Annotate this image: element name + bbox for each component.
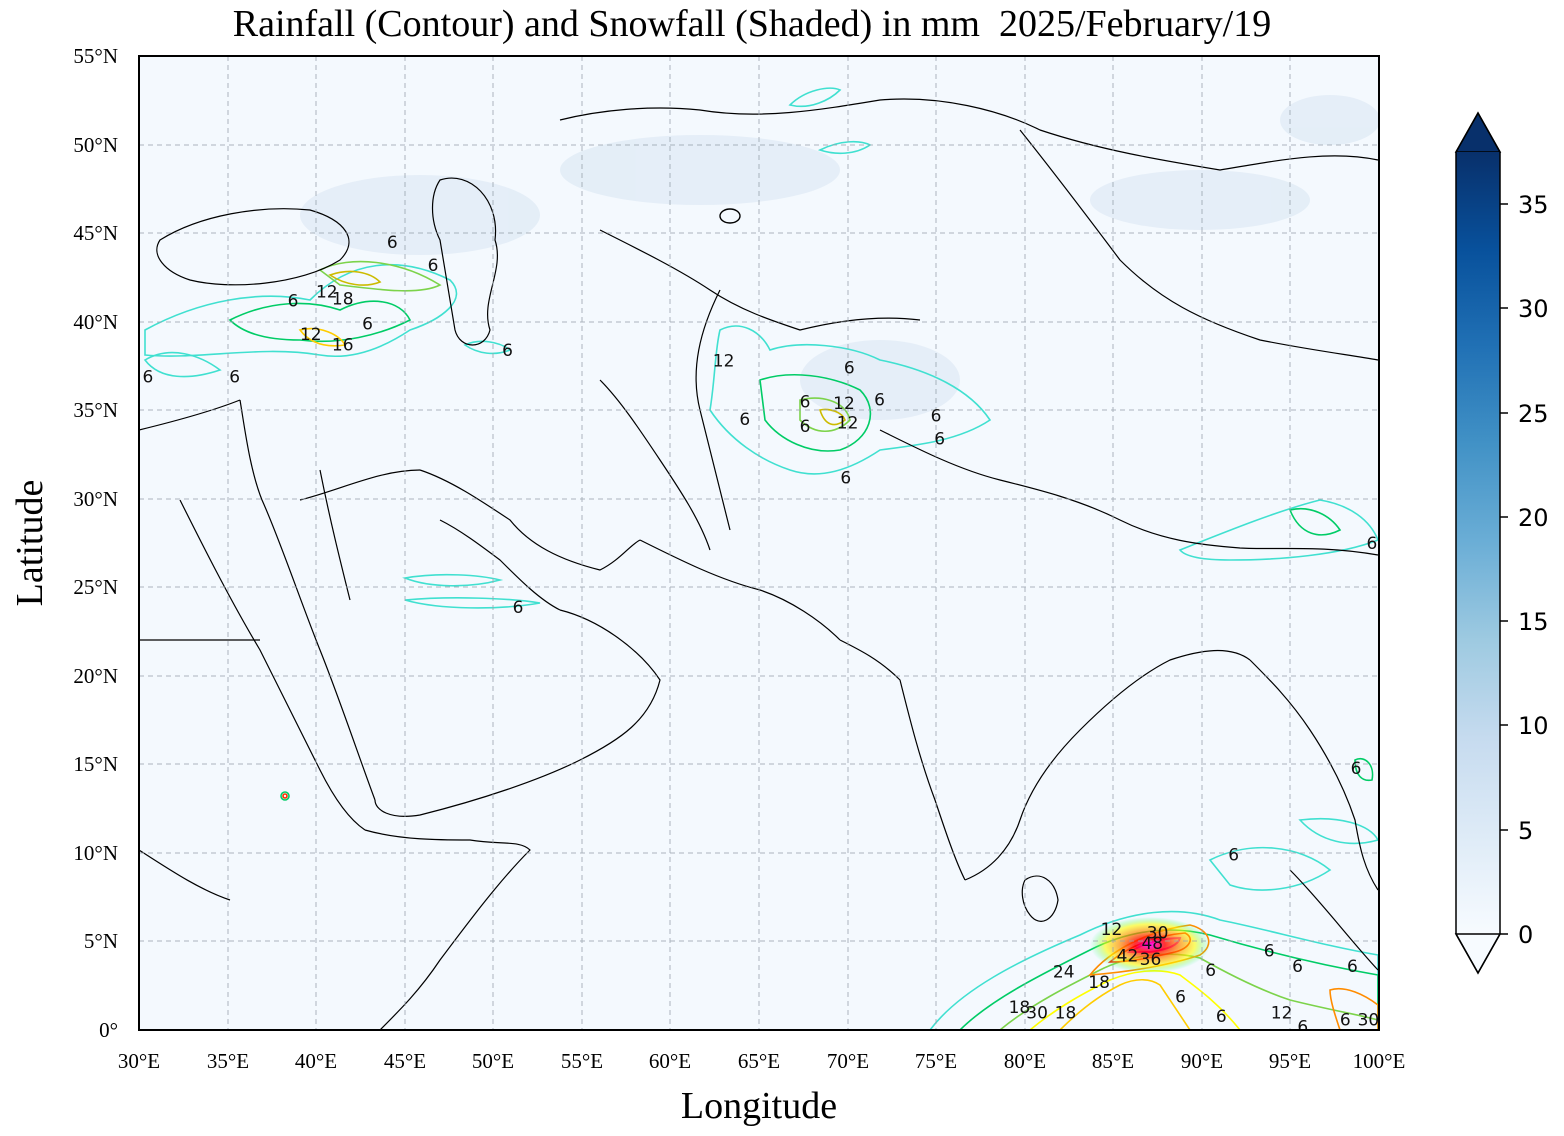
- x-tick-label: 100°E: [1353, 1049, 1406, 1073]
- contour-label: 6: [142, 368, 153, 388]
- contour-label: 12: [833, 394, 855, 414]
- contour-label: 16: [332, 336, 354, 356]
- contour-label: 6: [1205, 961, 1216, 981]
- contour-label: 6: [1366, 534, 1377, 554]
- contour-label: 6: [844, 359, 855, 379]
- x-tick-label: 65°E: [738, 1049, 780, 1073]
- y-tick-label: 5°N: [84, 929, 118, 953]
- contour-label: 6: [874, 391, 885, 411]
- x-tick-label: 45°E: [384, 1049, 426, 1073]
- contour-label: 42: [1117, 947, 1139, 967]
- colorbar-tick-label: 20: [1518, 504, 1549, 532]
- x-tick-label: 35°E: [207, 1049, 249, 1073]
- contour-label: 6: [840, 469, 851, 489]
- contour-label: 12: [1271, 1003, 1293, 1023]
- contour-label: 30: [1147, 924, 1169, 944]
- contour-label: 6: [1340, 1010, 1351, 1030]
- contour-label: 18: [1055, 1003, 1077, 1023]
- contour-label: 6: [387, 233, 398, 253]
- y-tick-label: 40°N: [73, 310, 118, 334]
- x-tick-label: 30°E: [118, 1049, 160, 1073]
- contour-label: 6: [739, 410, 750, 430]
- contour-label: 48: [1141, 934, 1163, 954]
- y-tick-label: 20°N: [73, 664, 118, 688]
- contour-label: 6: [428, 256, 439, 276]
- map-title: Rainfall (Contour) and Snowfall (Shaded)…: [232, 3, 1272, 45]
- x-tick-label: 85°E: [1092, 1049, 1134, 1073]
- x-tick-label: 75°E: [915, 1049, 957, 1073]
- contour-label: 6: [1297, 1018, 1308, 1038]
- y-tick-label: 25°N: [73, 575, 118, 599]
- y-axis-title: Latitude: [9, 480, 51, 607]
- coastlines-and-borders: [139, 98, 1379, 1030]
- y-tick-label: 10°N: [73, 841, 118, 865]
- contour-label: 6: [1216, 1007, 1227, 1027]
- x-tick-label: 90°E: [1181, 1049, 1223, 1073]
- contour-label: 18: [332, 290, 354, 310]
- x-tick-label: 70°E: [827, 1049, 869, 1073]
- y-tick-label: 50°N: [73, 133, 118, 157]
- contour-label: 6: [931, 407, 942, 427]
- y-axis: 0° 5°N 10°N 15°N 20°N 25°N 30°N 35°N 40°…: [9, 44, 118, 1042]
- colorbar-tick-label: 15: [1518, 608, 1549, 636]
- colorbar-tick-label: 5: [1518, 817, 1533, 845]
- y-tick-label: 55°N: [73, 44, 118, 68]
- contour-label: 18: [1088, 973, 1110, 993]
- map-frame: [138, 55, 1380, 1031]
- contour-label: 6: [229, 368, 240, 388]
- contour-label: 30: [1358, 1010, 1380, 1030]
- contour-label: 6: [934, 430, 945, 450]
- x-tick-label: 95°E: [1269, 1049, 1311, 1073]
- snowfall-shading: [300, 95, 1379, 420]
- x-axis: 30°E 35°E 40°E 45°E 50°E 55°E 60°E 65°E …: [118, 1049, 1405, 1127]
- colorbar-extend-min: [1454, 933, 1502, 975]
- colorbar-tick-label: 30: [1518, 295, 1549, 323]
- colorbar-extend-max: [1454, 111, 1502, 153]
- contour-label: 6: [800, 417, 811, 437]
- colorbar-tick-label: 10: [1518, 712, 1549, 740]
- y-tick-label: 35°N: [73, 398, 118, 422]
- contour-label: 6: [502, 341, 513, 361]
- y-tick-label: 0°: [99, 1018, 118, 1042]
- colorbar: 0 5 10 15 20 25 30 35: [1454, 111, 1549, 975]
- contour-label: 6: [1228, 846, 1239, 866]
- x-tick-label: 55°E: [561, 1049, 603, 1073]
- contour-label: 6: [1351, 759, 1362, 779]
- y-tick-label: 30°N: [73, 487, 118, 511]
- contour-label: 30: [1026, 1003, 1048, 1023]
- colorbar-gradient: [1456, 152, 1500, 934]
- colorbar-tick-label: 0: [1518, 921, 1533, 949]
- y-tick-label: 45°N: [73, 221, 118, 245]
- contour-label: 12: [713, 352, 735, 372]
- colorbar-tick-label: 35: [1518, 191, 1549, 219]
- contour-label: 6: [362, 314, 373, 334]
- contour-label: 6: [1292, 957, 1303, 977]
- x-axis-title: Longitude: [681, 1085, 837, 1127]
- x-tick-label: 40°E: [295, 1049, 337, 1073]
- x-tick-label: 80°E: [1004, 1049, 1046, 1073]
- contour-label: 6: [800, 392, 811, 412]
- y-tick-label: 15°N: [73, 752, 118, 776]
- contour-label: 6: [1264, 941, 1275, 961]
- x-tick-label: 60°E: [649, 1049, 691, 1073]
- contour-label: 6: [1347, 957, 1358, 977]
- contour-label: 6: [1175, 987, 1186, 1007]
- contour-label: 12: [1101, 920, 1123, 940]
- contour-label: 24: [1053, 963, 1075, 983]
- contour-label: 6: [288, 291, 299, 311]
- gridlines: [139, 56, 1379, 1030]
- contour-label: 12: [837, 414, 859, 434]
- contour-label: 36: [1140, 950, 1162, 970]
- rainfall-contours: [143, 87, 1379, 1030]
- colorbar-tick-label: 25: [1518, 400, 1549, 428]
- contour-label: 6: [513, 598, 524, 618]
- contour-label: 18: [1009, 998, 1031, 1018]
- contour-label: 12: [316, 283, 338, 303]
- contour-label: 12: [300, 325, 322, 345]
- x-tick-label: 50°E: [472, 1049, 514, 1073]
